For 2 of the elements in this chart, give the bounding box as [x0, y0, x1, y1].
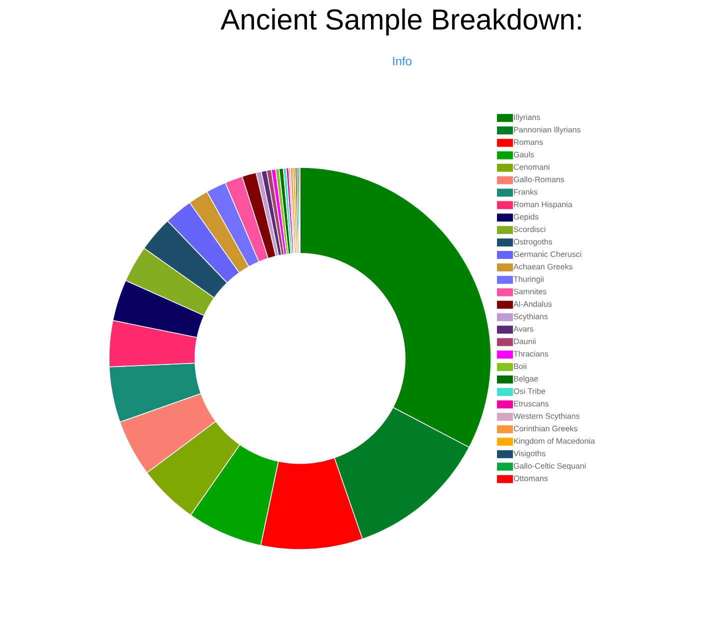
- chart-title: Ancient Sample Breakdown:: [220, 8, 581, 36]
- text: Info: [393, 56, 412, 66]
